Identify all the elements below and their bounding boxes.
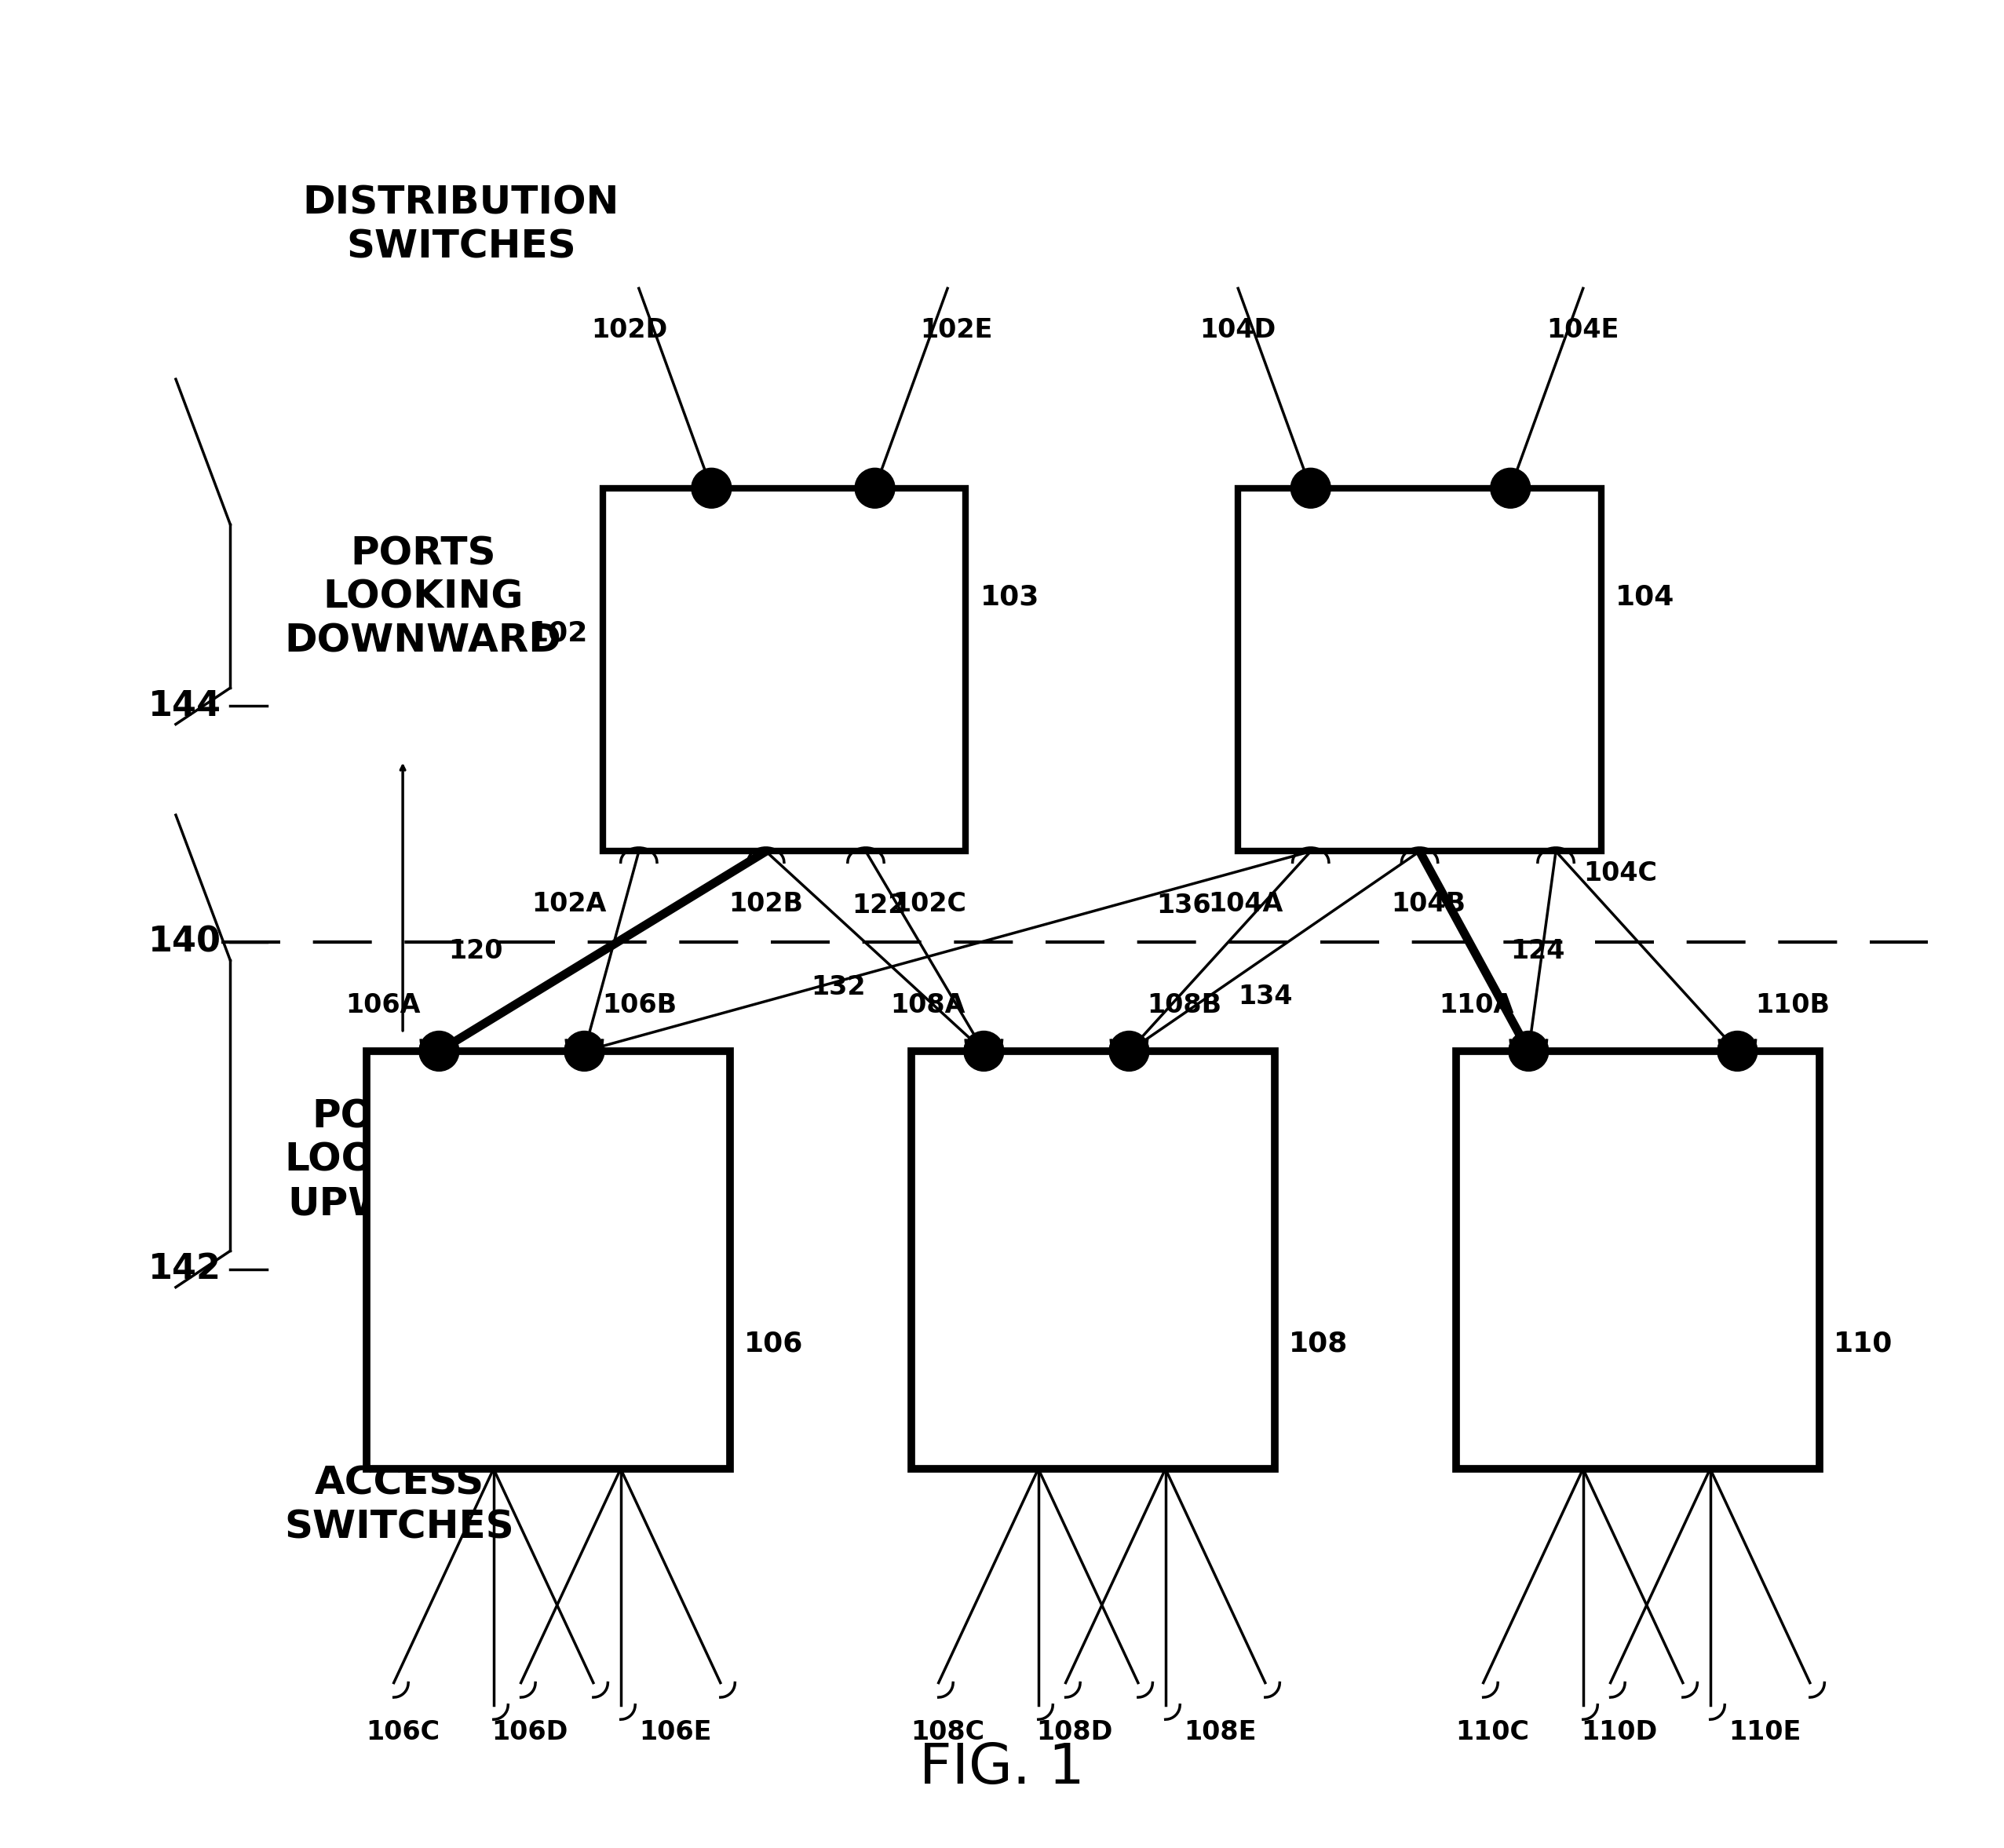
- Circle shape: [565, 1031, 605, 1072]
- Text: 104E: 104E: [1547, 318, 1619, 344]
- Circle shape: [691, 468, 731, 508]
- Text: 110A: 110A: [1439, 992, 1515, 1018]
- Text: 106A: 106A: [347, 992, 421, 1018]
- Text: 102: 102: [529, 621, 587, 647]
- Text: 140: 140: [148, 926, 220, 959]
- Text: 102B: 102B: [729, 891, 804, 917]
- Text: 106E: 106E: [639, 1719, 711, 1745]
- Bar: [603, 488, 966, 852]
- Circle shape: [1108, 1031, 1148, 1072]
- Text: 104A: 104A: [1208, 891, 1283, 917]
- Bar: [1457, 1052, 1820, 1469]
- Circle shape: [856, 468, 896, 508]
- Text: 110C: 110C: [1455, 1719, 1529, 1745]
- Text: 120: 120: [449, 939, 503, 965]
- Text: PORTS
LOOKING
UPWARD: PORTS LOOKING UPWARD: [285, 1098, 485, 1223]
- Text: 110B: 110B: [1756, 992, 1830, 1018]
- Text: 106: 106: [743, 1331, 804, 1356]
- Text: 108E: 108E: [1184, 1719, 1257, 1745]
- Text: 108C: 108C: [910, 1719, 984, 1745]
- Text: 106D: 106D: [491, 1719, 567, 1745]
- Circle shape: [1717, 1031, 1758, 1072]
- Text: FIG. 1: FIG. 1: [920, 1741, 1084, 1796]
- Text: 103: 103: [980, 584, 1040, 610]
- Text: 108D: 108D: [1036, 1719, 1112, 1745]
- Text: 144: 144: [148, 689, 220, 723]
- Text: 102D: 102D: [591, 318, 667, 344]
- Text: 108B: 108B: [1146, 992, 1222, 1018]
- Circle shape: [1291, 468, 1331, 508]
- Text: 110D: 110D: [1581, 1719, 1657, 1745]
- Text: 102E: 102E: [920, 318, 992, 344]
- Text: 104B: 104B: [1391, 891, 1467, 917]
- Text: 108: 108: [1289, 1331, 1349, 1356]
- Text: 106C: 106C: [367, 1719, 439, 1745]
- Text: ACCESS
SWITCHES: ACCESS SWITCHES: [285, 1464, 515, 1545]
- Text: 124: 124: [1511, 939, 1565, 965]
- Text: 104D: 104D: [1200, 318, 1277, 344]
- Text: 102C: 102C: [894, 891, 966, 917]
- Circle shape: [1491, 468, 1531, 508]
- Text: 142: 142: [148, 1253, 220, 1286]
- Text: 122: 122: [852, 893, 906, 918]
- Text: PORTS
LOOKING
DOWNWARD: PORTS LOOKING DOWNWARD: [285, 534, 561, 660]
- Text: 134: 134: [1238, 983, 1293, 1009]
- Text: 110: 110: [1834, 1331, 1894, 1356]
- Bar: [1238, 488, 1601, 852]
- Circle shape: [964, 1031, 1004, 1072]
- Text: 110E: 110E: [1727, 1719, 1802, 1745]
- Text: 106B: 106B: [603, 992, 677, 1018]
- Circle shape: [419, 1031, 459, 1072]
- Text: 132: 132: [812, 974, 866, 1000]
- Text: 102A: 102A: [531, 891, 605, 917]
- Text: 104C: 104C: [1583, 861, 1657, 887]
- Bar: [367, 1052, 729, 1469]
- Bar: [912, 1052, 1275, 1469]
- Text: DISTRIBUTION
SWITCHES: DISTRIBUTION SWITCHES: [303, 185, 619, 266]
- Text: 108A: 108A: [890, 992, 966, 1018]
- Text: 136: 136: [1156, 893, 1210, 918]
- Circle shape: [1509, 1031, 1549, 1072]
- Text: 104: 104: [1615, 584, 1675, 610]
